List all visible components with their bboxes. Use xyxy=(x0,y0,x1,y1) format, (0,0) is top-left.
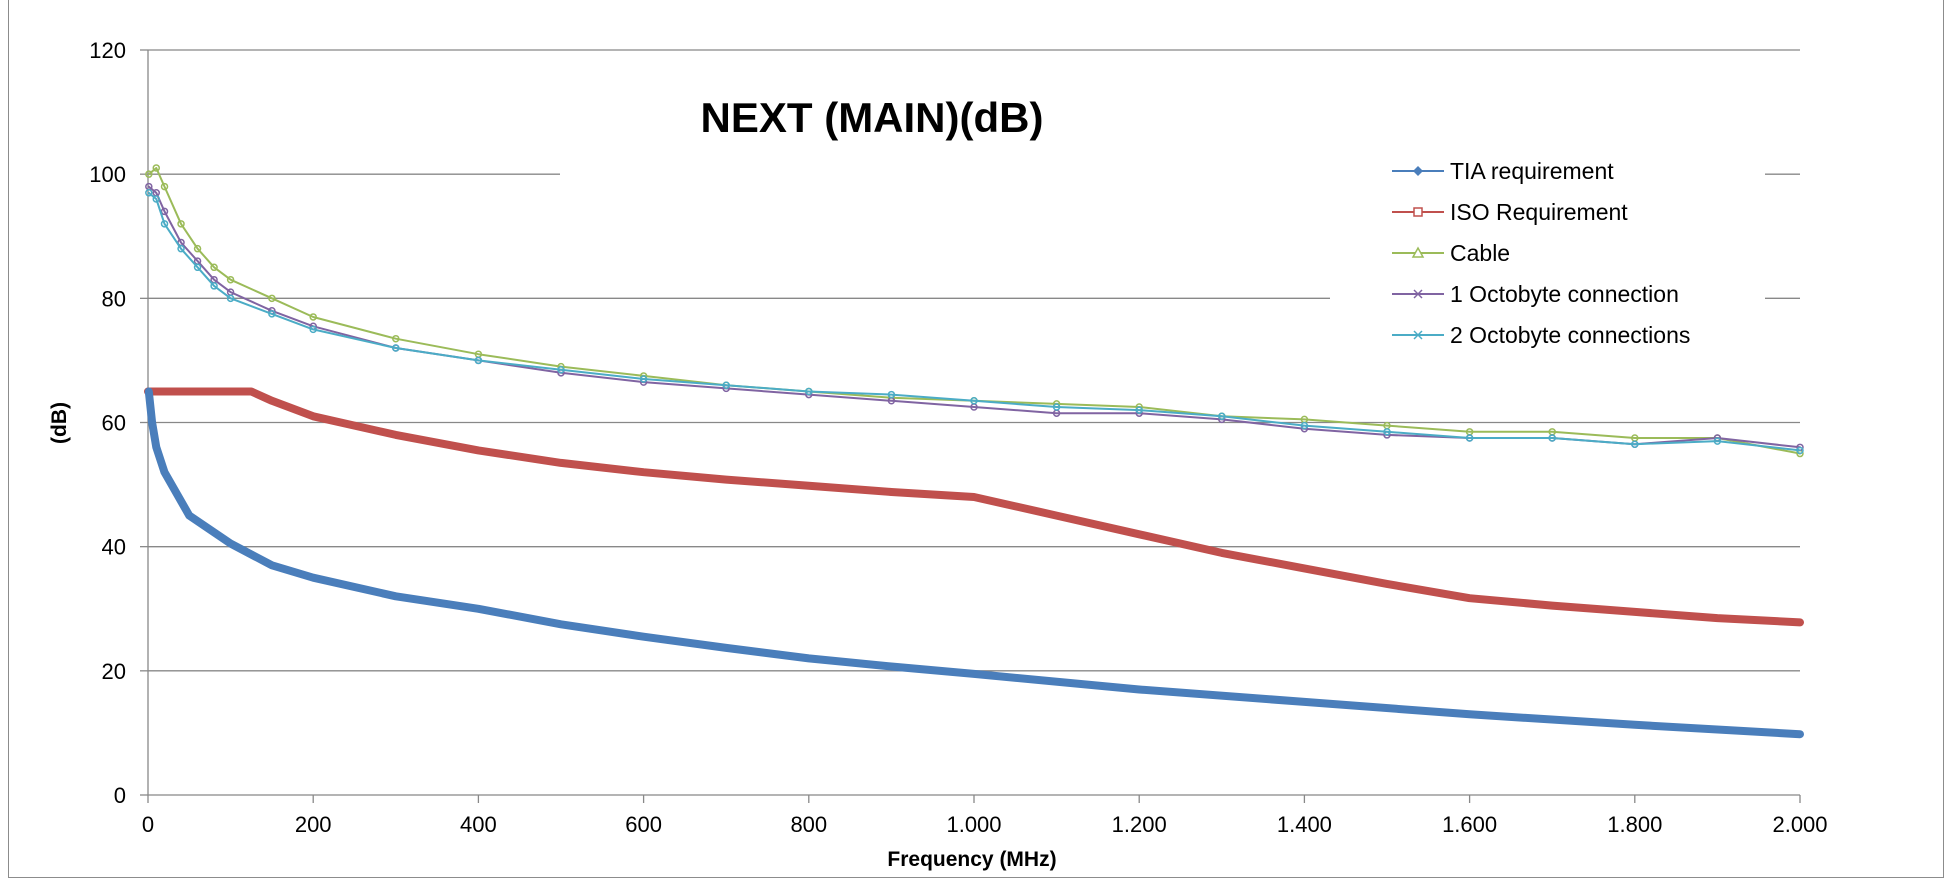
data-point xyxy=(193,244,202,253)
data-point xyxy=(887,390,896,399)
data-point xyxy=(226,275,235,284)
data-point xyxy=(268,294,276,303)
data-point xyxy=(1052,403,1061,411)
data-point xyxy=(152,195,161,203)
data-point xyxy=(309,325,317,334)
data-point xyxy=(1218,412,1226,421)
x-tick-label: 2.000 xyxy=(1772,812,1827,837)
data-point xyxy=(210,282,218,290)
chart-title: NEXT (MAIN)(dB) xyxy=(701,94,1044,141)
x-tick-label: 1.200 xyxy=(1112,812,1167,837)
series-line xyxy=(144,387,1804,739)
data-point xyxy=(152,164,161,172)
data-point xyxy=(1548,434,1556,442)
legend-marker-square xyxy=(1413,207,1423,217)
chart-title-background xyxy=(560,150,1330,210)
legend-marker-x xyxy=(1413,289,1423,299)
x-tick-label: 0 xyxy=(142,812,154,837)
data-point xyxy=(210,263,218,272)
legend-marker-triangle xyxy=(1411,246,1425,258)
y-tick-label: 80 xyxy=(102,286,126,311)
data-point xyxy=(268,310,276,318)
x-tick-label: 1.800 xyxy=(1607,812,1662,837)
data-point xyxy=(1713,437,1722,445)
x-axis-title: Frequency (MHz) xyxy=(887,848,1056,871)
x-tick-label: 400 xyxy=(460,812,497,837)
legend-entry-label: 1 Octobyte connection xyxy=(1450,281,1679,307)
data-point xyxy=(970,397,978,405)
legend-entry-label: TIA requirement xyxy=(1450,158,1614,184)
data-point xyxy=(1300,421,1309,430)
y-tick-label: 0 xyxy=(114,783,126,808)
legend-entry-label: ISO Requirement xyxy=(1450,199,1628,225)
legend-marker-diamond xyxy=(1413,166,1423,176)
data-point xyxy=(392,334,400,343)
data-point xyxy=(160,207,169,216)
series-0 xyxy=(144,387,1804,739)
data-point xyxy=(1796,446,1804,455)
data-point xyxy=(392,344,400,352)
data-point xyxy=(805,387,813,396)
data-point xyxy=(177,244,185,253)
data-point xyxy=(160,220,169,228)
series-1 xyxy=(144,387,1804,627)
data-point xyxy=(1631,440,1639,448)
data-point xyxy=(309,313,317,321)
x-tick-label: 1.400 xyxy=(1277,812,1332,837)
x-tick-label: 200 xyxy=(295,812,332,837)
data-point xyxy=(177,220,185,228)
series-line xyxy=(144,387,1804,627)
x-tick-labels: 0 200 400 600 800 1.000 1.200 1.400 1.600 1.800 2.… xyxy=(142,812,1828,837)
data-point xyxy=(474,356,483,365)
data-point xyxy=(557,365,565,374)
data-point xyxy=(193,263,202,272)
y-tick-label: 60 xyxy=(102,411,126,436)
data-point xyxy=(1383,428,1391,436)
data-point xyxy=(722,381,730,389)
legend-entry-label: Cable xyxy=(1450,240,1510,266)
legend: TIA requirement ISO Requirement Cable 1 Oct… xyxy=(1392,158,1690,348)
legend-entry-label: 2 Octobyte connections xyxy=(1450,322,1690,348)
data-point xyxy=(145,189,153,197)
x-tick-label: 600 xyxy=(625,812,662,837)
legend-background xyxy=(1330,150,1765,362)
series-line xyxy=(147,191,1801,452)
x-tick-label: 1.600 xyxy=(1442,812,1497,837)
data-point xyxy=(639,375,648,383)
y-tick-labels: 0 20 40 60 80 100 120 xyxy=(89,38,126,808)
y-tick-label: 120 xyxy=(89,38,126,63)
legend-marker-star xyxy=(1413,330,1423,340)
data-point xyxy=(1465,434,1474,442)
y-tick-label: 40 xyxy=(102,535,126,560)
y-tick-label: 100 xyxy=(89,162,126,187)
data-series xyxy=(144,164,1804,739)
x-tick-label: 800 xyxy=(790,812,827,837)
y-tick-label: 20 xyxy=(102,659,126,684)
series-4 xyxy=(145,189,1804,455)
x-tick-label: 1.000 xyxy=(946,812,1001,837)
data-point xyxy=(160,182,169,191)
data-point xyxy=(1135,406,1143,414)
data-point xyxy=(145,170,153,178)
y-axis-title: (dB) xyxy=(48,402,71,444)
data-point xyxy=(226,294,235,303)
